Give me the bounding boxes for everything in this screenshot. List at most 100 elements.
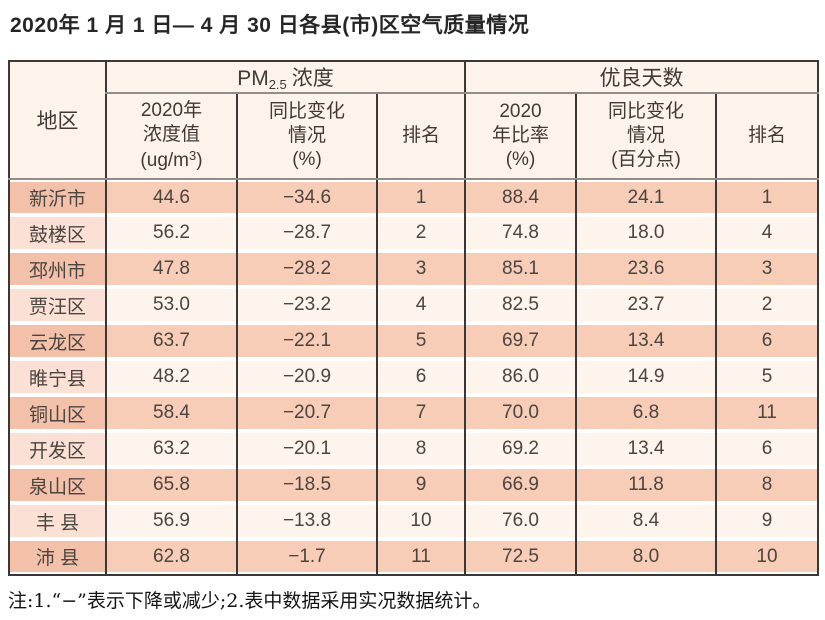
- cell-good-change: 11.8: [575, 467, 716, 503]
- cell-good-change: 8.0: [575, 539, 716, 575]
- cell-region: 铜山区: [8, 395, 106, 431]
- cell-good-change: 6.8: [575, 395, 716, 431]
- cell-pm-change: −28.2: [236, 251, 377, 287]
- cell-good-ratio: 66.9: [464, 467, 576, 503]
- cell-good-ratio: 85.1: [464, 251, 576, 287]
- cell-good-change: 13.4: [575, 323, 716, 359]
- cell-good-rank: 6: [715, 323, 818, 359]
- cell-region: 云龙区: [8, 323, 106, 359]
- header-pm-change-line2: 情况: [287, 124, 326, 146]
- cell-good-ratio: 72.5: [464, 539, 576, 575]
- cell-good-rank: 11: [715, 395, 818, 431]
- pm25-prefix: PM: [237, 67, 269, 90]
- cell-pm-change: −22.1: [236, 323, 377, 359]
- cell-pm-value: 56.2: [105, 215, 237, 251]
- header-pm-rank: 排名: [376, 93, 465, 180]
- table-row: 沛 县 62.8 −1.7 11 72.5 8.0 10: [8, 539, 818, 575]
- page-title: 2020年 1 月 1 日— 4 月 30 日各县(市)区空气质量情况: [10, 14, 530, 37]
- cell-pm-value: 63.7: [105, 323, 237, 359]
- header-good-change-line3: (百分点): [611, 149, 681, 171]
- cell-pm-change: −20.7: [236, 395, 377, 431]
- cell-pm-rank: 9: [376, 467, 465, 503]
- cell-good-change: 23.6: [575, 251, 716, 287]
- table-row: 泉山区 65.8 −18.5 9 66.9 11.8 8: [8, 467, 818, 503]
- cell-region: 泉山区: [8, 467, 106, 503]
- cell-pm-value: 56.9: [105, 503, 237, 539]
- header-pm-value: 2020年 浓度值 (ug/m3): [105, 93, 237, 180]
- cell-good-change: 8.4: [575, 503, 716, 539]
- cell-good-ratio: 76.0: [464, 503, 576, 539]
- table-row: 云龙区 63.7 −22.1 5 69.7 13.4 6: [8, 323, 818, 359]
- header-good-ratio-line2: 年比率: [491, 124, 549, 146]
- header-good-rank: 排名: [715, 93, 818, 180]
- cell-region: 丰 县: [8, 503, 106, 539]
- cell-region: 鼓楼区: [8, 215, 106, 251]
- cell-pm-change: −18.5: [236, 467, 377, 503]
- cell-pm-rank: 10: [376, 503, 465, 539]
- table-row: 贾汪区 53.0 −23.2 4 82.5 23.7 2: [8, 287, 818, 323]
- footnote: 注:1.“−”表示下降或减少;2.表中数据采用实况数据统计。: [8, 590, 492, 612]
- header-pm-value-line2: 浓度值: [142, 124, 200, 146]
- cell-pm-rank: 5: [376, 323, 465, 359]
- cell-pm-rank: 8: [376, 431, 465, 467]
- cell-good-ratio: 69.2: [464, 431, 576, 467]
- cell-good-change: 23.7: [575, 287, 716, 323]
- cell-region: 邳州市: [8, 251, 106, 287]
- cell-pm-value: 53.0: [105, 287, 237, 323]
- cell-pm-rank: 6: [376, 359, 465, 395]
- cell-good-rank: 8: [715, 467, 818, 503]
- cell-good-rank: 6: [715, 431, 818, 467]
- header-good-change: 同比变化 情况 (百分点): [575, 93, 716, 180]
- cell-pm-change: −20.1: [236, 431, 377, 467]
- cell-pm-rank: 3: [376, 251, 465, 287]
- header-pm-value-unit: (ug/m3): [140, 147, 203, 171]
- cell-pm-value: 62.8: [105, 539, 237, 575]
- header-pm-change: 同比变化 情况 (%): [236, 93, 377, 180]
- table-body: 新沂市 44.6 −34.6 1 88.4 24.1 1 鼓楼区 56.2 −28.7 2 74.8 1…: [8, 179, 818, 575]
- cell-pm-value: 63.2: [105, 431, 237, 467]
- cell-region: 新沂市: [8, 179, 106, 215]
- cell-region: 开发区: [8, 431, 106, 467]
- table-row: 铜山区 58.4 −20.7 7 70.0 6.8 11: [8, 395, 818, 431]
- table-row: 鼓楼区 56.2 −28.7 2 74.8 18.0 4: [8, 215, 818, 251]
- air-quality-table: 地区 PM2.5 浓度 优良天数 2020年 浓度值 (ug/m3) 同比变化 情…: [8, 60, 819, 576]
- cell-good-change: 24.1: [575, 179, 716, 215]
- table-row: 睢宁县 48.2 −20.9 6 86.0 14.9 5: [8, 359, 818, 395]
- cell-good-rank: 1: [715, 179, 818, 215]
- header-pm-change-line1: 同比变化: [268, 100, 345, 122]
- cell-region: 沛 县: [8, 539, 106, 575]
- pm25-label: 浓度: [291, 67, 334, 90]
- cell-good-ratio: 69.7: [464, 323, 576, 359]
- unit-superscript: 3: [189, 147, 197, 163]
- cell-pm-rank: 1: [376, 179, 465, 215]
- header-group-good-days: 优良天数: [464, 61, 818, 94]
- cell-good-ratio: 70.0: [464, 395, 576, 431]
- table-row: 丰 县 56.9 −13.8 10 76.0 8.4 9: [8, 503, 818, 539]
- cell-region: 贾汪区: [8, 287, 106, 323]
- cell-region: 睢宁县: [8, 359, 106, 395]
- cell-good-rank: 4: [715, 215, 818, 251]
- cell-good-change: 14.9: [575, 359, 716, 395]
- cell-pm-rank: 11: [376, 539, 465, 575]
- cell-good-ratio: 82.5: [464, 287, 576, 323]
- table-header: 地区 PM2.5 浓度 优良天数 2020年 浓度值 (ug/m3) 同比变化 情…: [8, 61, 818, 180]
- header-pm-value-line1: 2020年: [140, 100, 203, 122]
- cell-pm-change: −23.2: [236, 287, 377, 323]
- cell-good-change: 13.4: [575, 431, 716, 467]
- cell-pm-value: 48.2: [105, 359, 237, 395]
- cell-pm-value: 47.8: [105, 251, 237, 287]
- header-good-change-line2: 情况: [626, 124, 665, 146]
- cell-pm-change: −28.7: [236, 215, 377, 251]
- cell-pm-value: 65.8: [105, 467, 237, 503]
- header-good-ratio-line1: 2020: [499, 100, 542, 122]
- cell-good-rank: 2: [715, 287, 818, 323]
- header-pm-change-line3: (%): [292, 149, 322, 171]
- cell-pm-value: 58.4: [105, 395, 237, 431]
- cell-pm-change: −20.9: [236, 359, 377, 395]
- cell-pm-change: −34.6: [236, 179, 377, 215]
- cell-pm-rank: 2: [376, 215, 465, 251]
- cell-pm-change: −13.8: [236, 503, 377, 539]
- cell-good-ratio: 88.4: [464, 179, 576, 215]
- header-good-ratio-line3: (%): [505, 149, 536, 171]
- cell-pm-change: −1.7: [236, 539, 377, 575]
